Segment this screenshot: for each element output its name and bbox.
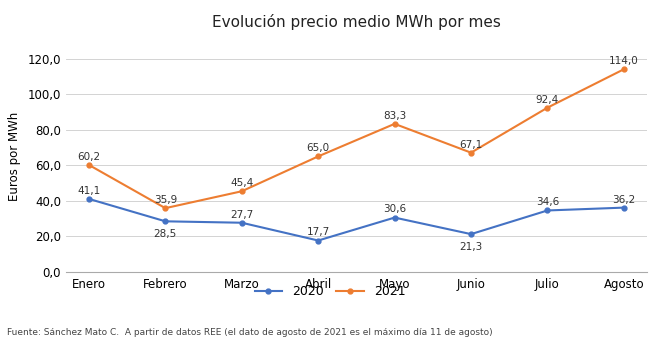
2020: [620, 206, 628, 210]
2021: [238, 189, 246, 193]
Text: 30,6: 30,6: [383, 204, 406, 215]
2021: [85, 163, 93, 167]
2020: [238, 221, 246, 225]
Text: 35,9: 35,9: [154, 195, 177, 205]
Text: 60,2: 60,2: [77, 152, 100, 162]
2021: [620, 67, 628, 71]
2021: [162, 206, 170, 210]
2021: [467, 151, 475, 155]
2020: [391, 216, 399, 220]
Title: Evolución precio medio MWh por mes: Evolución precio medio MWh por mes: [212, 14, 501, 30]
2020: [314, 238, 322, 242]
Legend: 2020, 2021: 2020, 2021: [249, 280, 411, 303]
Text: 45,4: 45,4: [230, 178, 253, 188]
Text: 36,2: 36,2: [612, 194, 636, 204]
Line: 2021: 2021: [86, 67, 626, 210]
Text: 28,5: 28,5: [154, 230, 177, 239]
Text: 21,3: 21,3: [459, 242, 482, 252]
2021: [314, 154, 322, 158]
Text: 67,1: 67,1: [459, 139, 482, 150]
2020: [543, 208, 551, 212]
Text: Fuente: Sánchez Mato C.  A partir de datos REE (el dato de agosto de 2021 es el : Fuente: Sánchez Mato C. A partir de dato…: [7, 328, 492, 337]
Text: 27,7: 27,7: [230, 210, 253, 220]
Line: 2020: 2020: [86, 197, 626, 243]
Text: 114,0: 114,0: [609, 56, 639, 66]
2020: [162, 219, 170, 223]
Text: 41,1: 41,1: [77, 186, 100, 196]
Y-axis label: Euros por MWh: Euros por MWh: [8, 112, 20, 201]
2021: [391, 122, 399, 126]
2020: [467, 232, 475, 236]
Text: 83,3: 83,3: [383, 111, 407, 121]
Text: 65,0: 65,0: [307, 143, 330, 153]
2020: [85, 197, 93, 201]
Text: 17,7: 17,7: [306, 227, 330, 237]
Text: 92,4: 92,4: [536, 95, 559, 105]
2021: [543, 106, 551, 110]
Text: 34,6: 34,6: [536, 197, 559, 207]
